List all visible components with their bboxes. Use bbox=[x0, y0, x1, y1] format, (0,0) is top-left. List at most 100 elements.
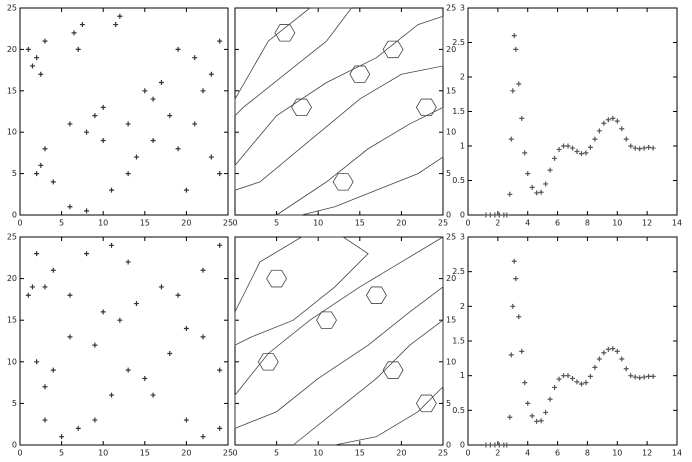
point bbox=[117, 317, 123, 323]
point bbox=[133, 301, 139, 307]
point bbox=[632, 145, 638, 151]
contour-line bbox=[415, 98, 437, 117]
point bbox=[592, 136, 598, 142]
plot-frame bbox=[234, 236, 444, 446]
point bbox=[496, 442, 502, 448]
y-tick-label: 5 bbox=[12, 399, 17, 408]
point bbox=[641, 145, 647, 151]
point bbox=[601, 120, 607, 126]
point bbox=[167, 350, 173, 356]
point bbox=[508, 352, 514, 358]
contour-line bbox=[382, 361, 404, 379]
point bbox=[504, 212, 510, 218]
point bbox=[556, 376, 562, 382]
point bbox=[619, 356, 625, 362]
contour-line bbox=[415, 394, 437, 413]
y-tick-label: 5 bbox=[12, 169, 17, 178]
point bbox=[650, 373, 656, 379]
point bbox=[34, 171, 40, 177]
point bbox=[570, 145, 575, 151]
point bbox=[42, 146, 48, 152]
point bbox=[217, 171, 223, 177]
point bbox=[574, 149, 580, 155]
point bbox=[556, 146, 562, 152]
point bbox=[100, 309, 106, 315]
point bbox=[510, 303, 516, 309]
point bbox=[632, 374, 638, 380]
point bbox=[142, 88, 148, 94]
point bbox=[547, 167, 553, 173]
contour-line bbox=[234, 236, 444, 429]
point bbox=[605, 346, 611, 352]
contour-line bbox=[234, 15, 444, 191]
point bbox=[200, 334, 206, 340]
x-tick-label: 25 bbox=[438, 449, 448, 458]
point bbox=[217, 367, 223, 373]
point bbox=[142, 375, 148, 381]
point bbox=[79, 22, 85, 28]
point bbox=[75, 46, 81, 52]
point bbox=[492, 212, 498, 218]
point bbox=[34, 359, 40, 365]
point bbox=[513, 46, 519, 52]
point bbox=[175, 292, 181, 298]
y-tick-label: 15 bbox=[7, 86, 17, 95]
x-tick-label: 5 bbox=[59, 449, 64, 458]
contour-line bbox=[332, 173, 354, 191]
point bbox=[614, 348, 620, 354]
point bbox=[561, 373, 567, 379]
point bbox=[610, 346, 616, 352]
point bbox=[109, 392, 115, 398]
point bbox=[100, 137, 106, 143]
point bbox=[543, 409, 549, 415]
x-tick-label: 2 bbox=[495, 449, 500, 458]
point bbox=[538, 189, 544, 195]
x-tick-label: 15 bbox=[355, 449, 365, 458]
point bbox=[583, 380, 589, 386]
y-tick-label: 5 bbox=[446, 169, 451, 178]
x-tick-label: 10 bbox=[98, 449, 108, 458]
y-tick-label: 10 bbox=[446, 128, 456, 137]
x-tick-label: 6 bbox=[555, 219, 560, 228]
point bbox=[29, 63, 35, 69]
plot-frame bbox=[19, 7, 229, 216]
point bbox=[50, 179, 56, 185]
y-tick-label: 25 bbox=[7, 233, 17, 242]
point bbox=[538, 418, 544, 424]
y-tick-label: 15 bbox=[446, 86, 456, 95]
y-tick-label: 10 bbox=[7, 357, 17, 366]
point bbox=[496, 212, 502, 218]
point bbox=[175, 146, 181, 152]
point bbox=[59, 434, 65, 440]
x-tick-label: 0 bbox=[17, 219, 22, 228]
point bbox=[592, 364, 598, 370]
point bbox=[570, 375, 575, 381]
point bbox=[637, 146, 643, 152]
x-tick-label: 20 bbox=[396, 449, 406, 458]
point bbox=[483, 212, 489, 218]
y-tick-label: 1 bbox=[460, 371, 465, 380]
plot-frame bbox=[467, 7, 678, 216]
y-tick-label: 25 bbox=[446, 233, 456, 242]
x-tick-label: 25 bbox=[438, 219, 448, 228]
x-tick-label: 0 bbox=[232, 219, 237, 228]
contour-line bbox=[234, 236, 369, 346]
point bbox=[183, 417, 189, 423]
y-tick-label: 0 bbox=[460, 211, 465, 220]
y-tick-label: 20 bbox=[7, 45, 17, 54]
point bbox=[38, 71, 44, 77]
point bbox=[75, 425, 81, 431]
point bbox=[623, 136, 629, 142]
contour-line bbox=[274, 24, 296, 42]
point bbox=[29, 284, 35, 290]
point bbox=[217, 242, 223, 248]
point bbox=[522, 150, 528, 156]
point bbox=[596, 128, 602, 134]
point bbox=[641, 374, 647, 380]
x-tick-label: 6 bbox=[555, 449, 560, 458]
point bbox=[158, 80, 164, 86]
y-tick-label: 25 bbox=[7, 4, 17, 13]
point bbox=[587, 373, 593, 379]
point bbox=[183, 187, 189, 193]
point bbox=[511, 258, 517, 264]
